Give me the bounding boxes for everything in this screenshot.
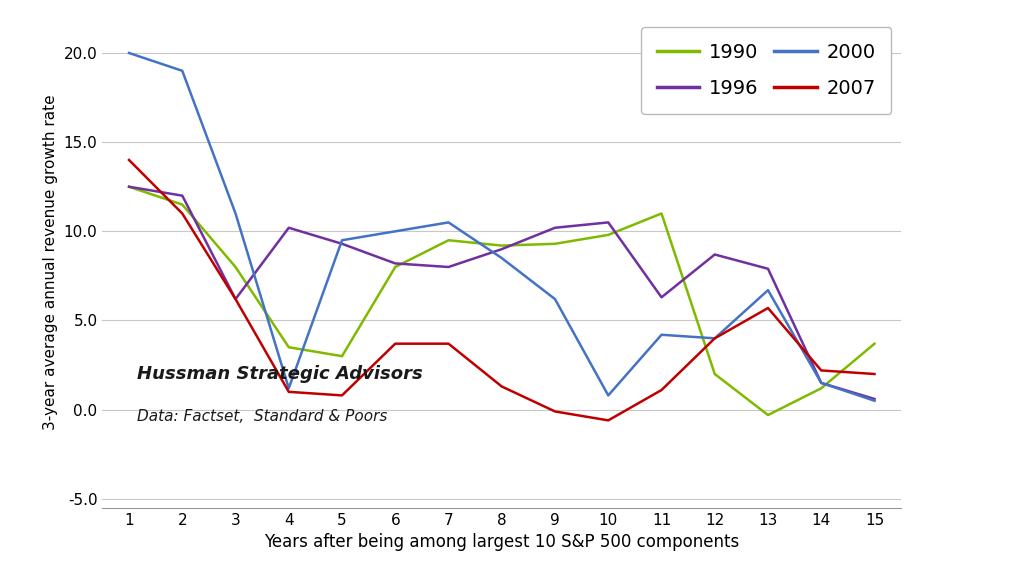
1990 — [442, 237, 455, 243]
Line: 1990: 1990 — [129, 187, 874, 415]
2000 — [336, 237, 348, 243]
2000 — [815, 380, 827, 387]
2000 — [868, 398, 881, 404]
2007 — [655, 387, 668, 394]
Text: Hussman Strategic Advisors: Hussman Strategic Advisors — [137, 365, 423, 383]
1990 — [176, 201, 188, 208]
1996 — [229, 295, 242, 302]
2000 — [123, 50, 135, 57]
1996 — [496, 246, 508, 253]
1990 — [602, 231, 614, 238]
1990 — [709, 370, 721, 377]
2000 — [229, 210, 242, 217]
2007 — [602, 417, 614, 424]
2000 — [709, 335, 721, 342]
1996 — [336, 241, 348, 248]
2000 — [549, 295, 561, 302]
2007 — [123, 156, 135, 163]
2007 — [176, 210, 188, 217]
1996 — [868, 395, 881, 402]
Text: Data: Factset,  Standard & Poors: Data: Factset, Standard & Poors — [137, 409, 387, 424]
2007 — [442, 340, 455, 347]
2000 — [655, 331, 668, 338]
2000 — [496, 254, 508, 261]
Line: 2000: 2000 — [129, 53, 874, 401]
Line: 2007: 2007 — [129, 160, 874, 421]
1990 — [762, 411, 774, 418]
2000 — [176, 68, 188, 74]
1990 — [229, 264, 242, 271]
Y-axis label: 3-year average annual revenue growth rate: 3-year average annual revenue growth rat… — [43, 95, 58, 430]
2000 — [283, 385, 295, 392]
1990 — [389, 264, 401, 271]
2007 — [549, 408, 561, 415]
1996 — [123, 183, 135, 190]
1990 — [549, 241, 561, 248]
2007 — [709, 335, 721, 342]
1990 — [336, 353, 348, 359]
2000 — [602, 392, 614, 399]
1996 — [389, 260, 401, 267]
1990 — [123, 183, 135, 190]
1996 — [762, 265, 774, 272]
2007 — [762, 305, 774, 312]
2000 — [389, 228, 401, 235]
Line: 1996: 1996 — [129, 187, 874, 399]
1990 — [283, 344, 295, 351]
2007 — [815, 367, 827, 374]
Legend: 1990, 1996, 2000, 2007: 1990, 1996, 2000, 2007 — [641, 27, 892, 114]
2000 — [762, 287, 774, 294]
2007 — [868, 370, 881, 377]
2007 — [283, 388, 295, 395]
1996 — [549, 224, 561, 231]
2007 — [496, 383, 508, 390]
1990 — [868, 340, 881, 347]
X-axis label: Years after being among largest 10 S&P 500 components: Years after being among largest 10 S&P 5… — [264, 533, 739, 551]
1996 — [602, 219, 614, 226]
2007 — [389, 340, 401, 347]
1990 — [496, 242, 508, 249]
2000 — [442, 219, 455, 226]
1990 — [655, 210, 668, 217]
1996 — [283, 224, 295, 231]
1996 — [442, 264, 455, 271]
2007 — [336, 392, 348, 399]
1996 — [709, 251, 721, 258]
2007 — [229, 295, 242, 302]
1996 — [815, 380, 827, 387]
1996 — [176, 192, 188, 199]
1996 — [655, 294, 668, 301]
1990 — [815, 385, 827, 392]
